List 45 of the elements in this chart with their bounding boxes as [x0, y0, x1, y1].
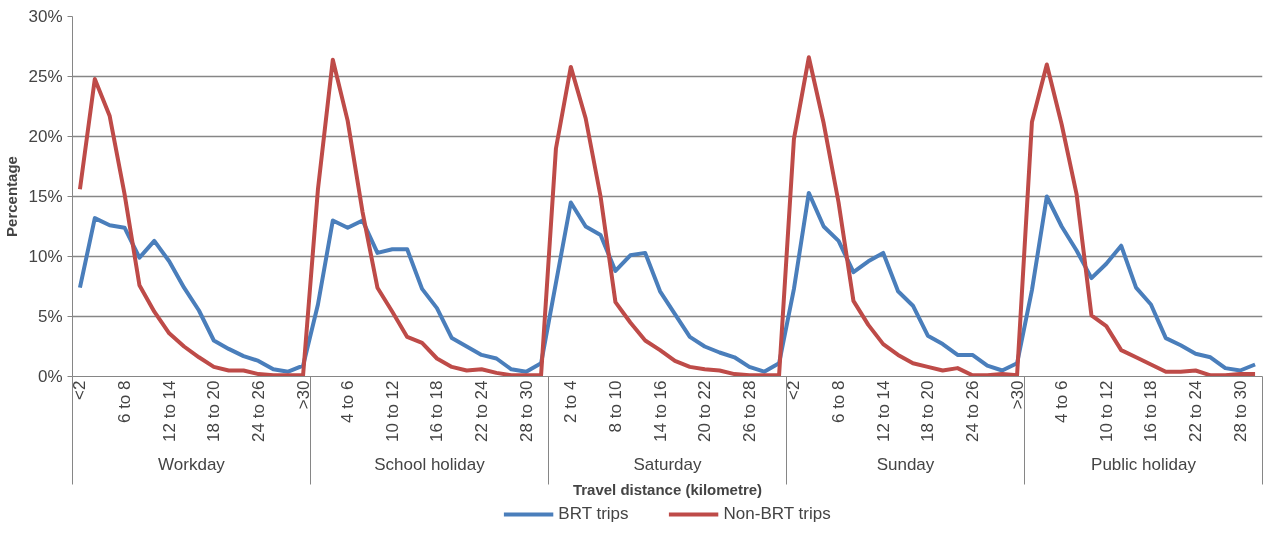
x-tick-label: >30 [293, 380, 313, 410]
x-tick-label: 20 to 22 [695, 380, 715, 442]
line-series [77, 190, 1258, 374]
x-tick-label: 10 to 12 [382, 380, 402, 442]
y-tick-label: 10% [28, 247, 63, 266]
x-tick-label: 28 to 30 [516, 380, 536, 442]
x-tick-label: 12 to 14 [159, 380, 179, 442]
x-tick-label: 22 to 24 [1186, 380, 1206, 442]
y-tick-label: 20% [28, 127, 63, 146]
x-tick-label: 12 to 14 [873, 380, 893, 442]
x-tick-label: 24 to 26 [248, 380, 268, 442]
y-tick-label: 25% [28, 67, 63, 86]
x-axis-title: Travel distance (kilometre) [572, 480, 763, 498]
y-tick-label: 0% [37, 367, 63, 386]
legend-label: Non-BRT trips [723, 504, 831, 524]
x-tick-label: 8 to 10 [605, 380, 625, 433]
text: Workday [158, 454, 226, 474]
x-tick-label: <2 [784, 380, 804, 400]
x-tick-label: 10 to 12 [1096, 380, 1116, 442]
x-tick-label: >30 [1007, 380, 1027, 410]
x-tick-label: 16 to 18 [1141, 380, 1161, 442]
x-tick-label: 28 to 30 [1230, 380, 1250, 442]
x-tick-label: 24 to 26 [962, 380, 982, 442]
x-tick-label: 6 to 8 [829, 380, 849, 424]
y-axis-title: Percentage [3, 156, 21, 237]
x-tick-label: 6 to 8 [115, 380, 135, 424]
x-tick-label: 4 to 6 [338, 380, 358, 424]
text: Sunday [876, 454, 935, 474]
x-tick-label: <2 [70, 380, 90, 400]
x-tick-label: 22 to 24 [472, 380, 492, 442]
text: Saturday [633, 454, 703, 474]
x-tick-label: 2 to 4 [561, 380, 581, 424]
line-series [77, 55, 1258, 377]
y-tick-label: 5% [37, 307, 63, 326]
x-tick-label: 4 to 6 [1052, 380, 1072, 424]
x-tick-label: 14 to 16 [650, 380, 670, 442]
x-tick-label: 26 to 28 [739, 380, 759, 442]
y-tick-label: 15% [28, 187, 63, 206]
x-tick-label: 18 to 20 [204, 380, 224, 442]
legend-label: BRT trips [558, 504, 629, 524]
x-tick-label: 16 to 18 [427, 380, 447, 442]
text: Public holiday [1091, 454, 1197, 474]
x-tick-label: 18 to 20 [918, 380, 938, 442]
text: School holiday [374, 454, 486, 474]
y-tick-label: 30% [28, 7, 63, 26]
